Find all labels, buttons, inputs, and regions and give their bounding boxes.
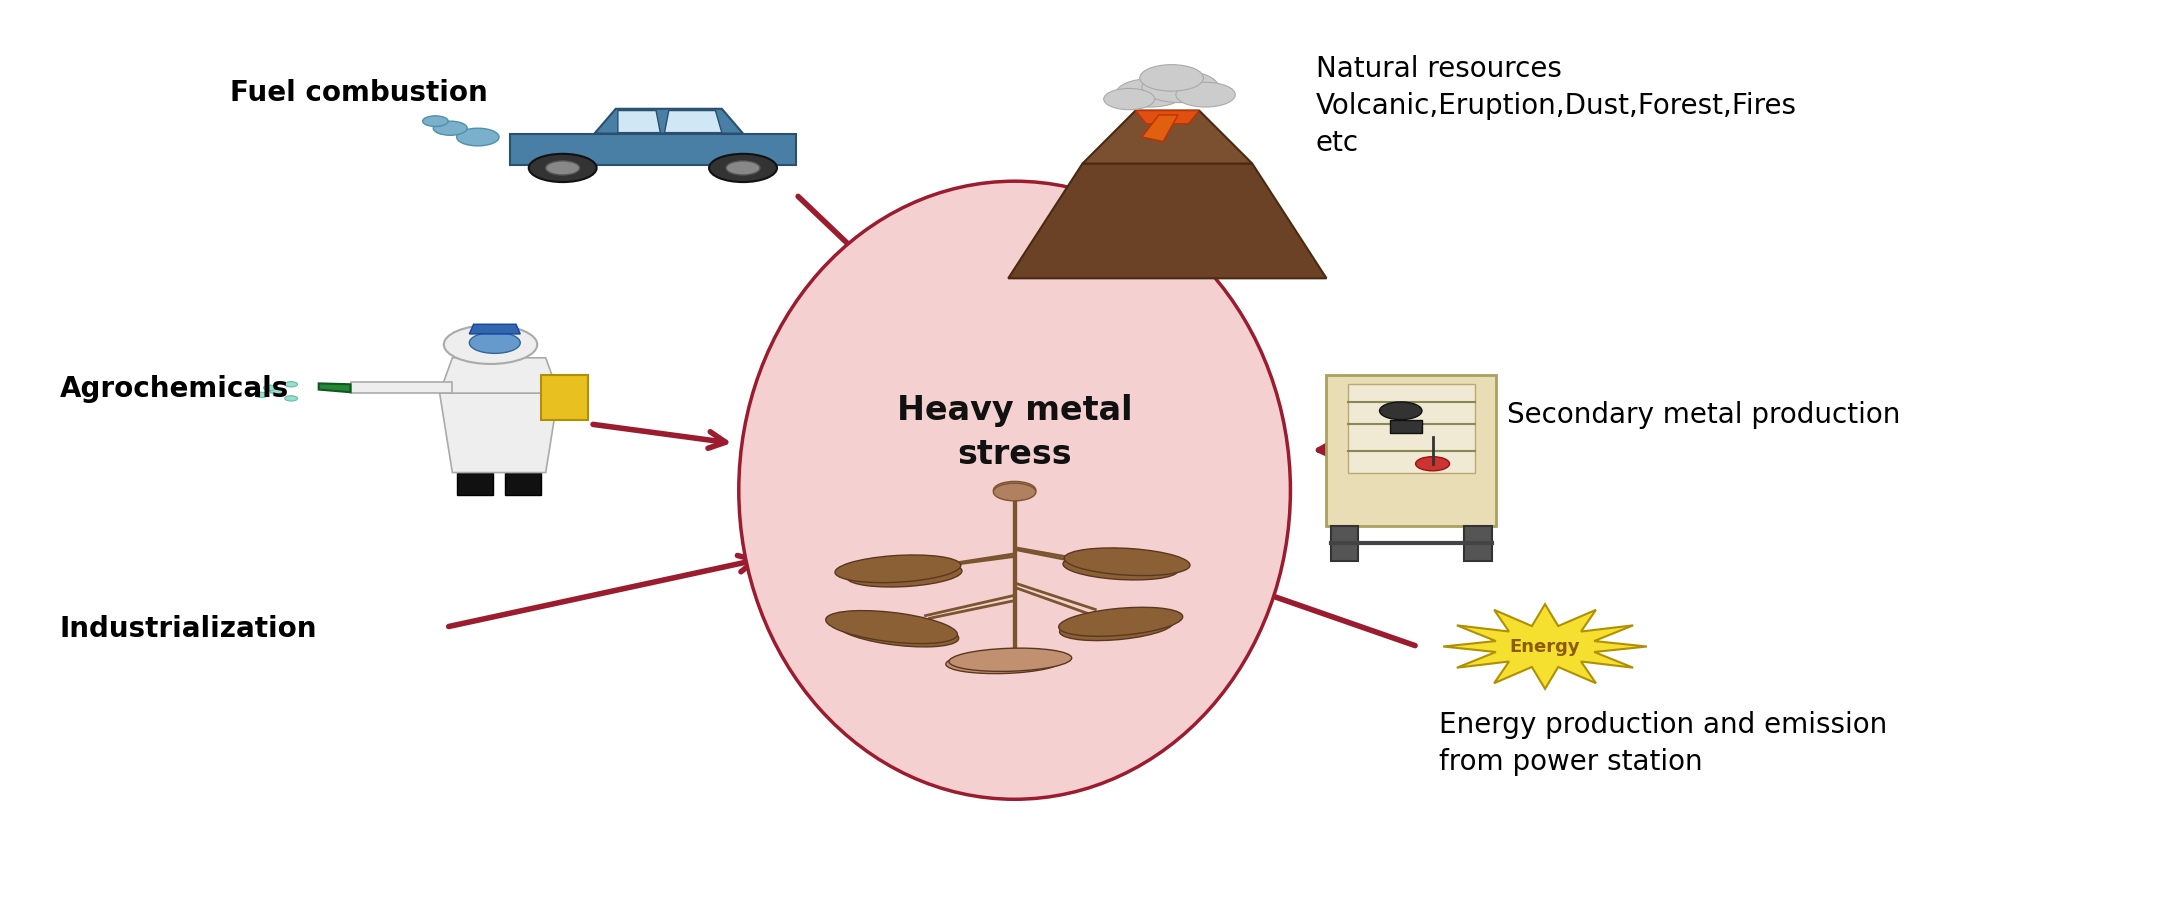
Ellipse shape [1059,607,1182,636]
Polygon shape [665,111,721,132]
Circle shape [264,385,277,390]
Ellipse shape [1059,614,1173,641]
Ellipse shape [1063,554,1178,580]
Polygon shape [1347,385,1474,472]
Ellipse shape [838,616,959,647]
Polygon shape [1331,525,1357,560]
Circle shape [433,121,468,135]
Polygon shape [1390,420,1422,432]
Polygon shape [509,133,797,165]
Circle shape [1416,457,1451,471]
Polygon shape [439,358,559,393]
Polygon shape [1082,111,1251,163]
Text: Fuel combustion: Fuel combustion [229,79,487,107]
Circle shape [546,161,580,175]
Polygon shape [318,384,351,392]
Text: Natural resources
Volcanic,Eruption,Dust,Forest,Fires
etc: Natural resources Volcanic,Eruption,Dust… [1316,55,1797,157]
Circle shape [528,154,598,182]
Polygon shape [541,376,589,420]
Circle shape [994,481,1035,499]
Ellipse shape [948,648,1072,671]
Polygon shape [439,393,559,472]
Ellipse shape [825,611,957,643]
Circle shape [1104,88,1154,110]
Circle shape [1141,71,1219,103]
Circle shape [286,382,297,387]
Ellipse shape [1065,548,1191,576]
Text: stress: stress [957,439,1072,471]
Circle shape [710,154,777,182]
Circle shape [422,116,448,126]
Ellipse shape [946,651,1063,674]
Circle shape [1139,65,1204,91]
Polygon shape [617,111,660,132]
Polygon shape [1464,525,1492,560]
Polygon shape [351,382,452,393]
Polygon shape [1141,115,1178,141]
Ellipse shape [836,555,961,583]
Text: Industrialization: Industrialization [61,614,318,642]
Circle shape [444,325,537,364]
Circle shape [994,483,1035,501]
Text: Agrochemicals: Agrochemicals [61,375,290,403]
Polygon shape [1009,163,1327,278]
Text: Energy production and emission
from power station: Energy production and emission from powe… [1440,711,1888,776]
Circle shape [457,128,498,146]
Polygon shape [1444,605,1648,689]
Circle shape [1117,78,1184,107]
Circle shape [286,396,297,401]
Polygon shape [504,472,541,495]
Circle shape [1176,82,1236,107]
Circle shape [725,161,760,175]
Circle shape [1379,402,1422,420]
Text: Secondary metal production: Secondary metal production [1507,401,1901,429]
Text: Heavy metal: Heavy metal [896,395,1132,427]
Polygon shape [595,109,743,133]
Circle shape [255,392,268,397]
Circle shape [470,332,520,353]
Ellipse shape [847,561,961,587]
Text: Energy: Energy [1509,638,1580,656]
Circle shape [271,388,284,394]
Polygon shape [1327,376,1496,525]
Polygon shape [1134,111,1199,123]
Ellipse shape [738,181,1290,799]
Polygon shape [457,472,494,495]
Polygon shape [470,324,520,334]
